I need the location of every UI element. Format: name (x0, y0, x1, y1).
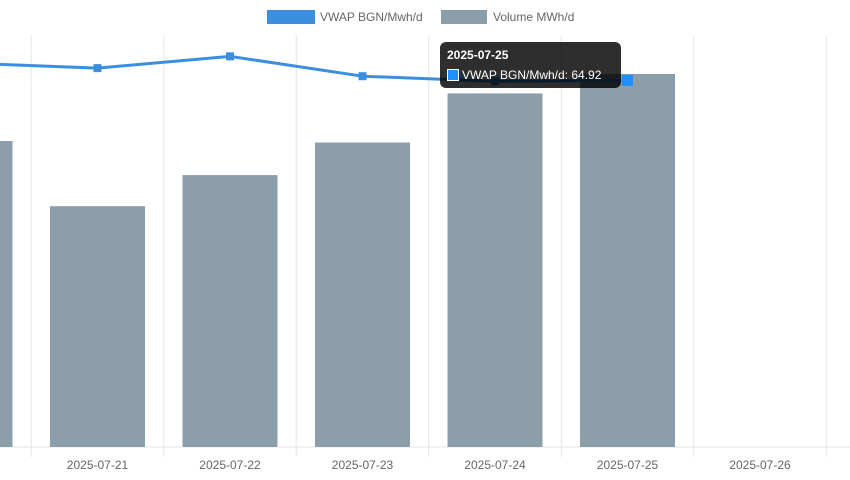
legend-label-vwap: VWAP BGN/Mwh/d (320, 10, 423, 24)
legend-swatch-volume (441, 10, 487, 24)
x-tick-label: 2025-07-26 (729, 458, 791, 472)
volume-bar (0, 140, 13, 447)
volume-bars (0, 73, 675, 448)
vwap-point (622, 74, 633, 86)
tooltip-row: VWAP BGN/Mwh/d: 64.92 (447, 67, 614, 83)
legend-swatch-vwap (267, 10, 315, 24)
tooltip-title: 2025-07-25 (447, 48, 509, 62)
vwap-point (226, 52, 234, 61)
legend: VWAP BGN/Mwh/d Volume MWh/d (267, 10, 574, 24)
volume-bar (50, 206, 145, 447)
volume-bar (315, 142, 410, 447)
x-tick-label: 2025-07-25 (597, 458, 659, 472)
vwap-point (93, 64, 102, 73)
tooltip-swatch (447, 69, 459, 81)
volume-bar (580, 73, 675, 447)
x-tick-label: 2025-07-21 (67, 458, 129, 472)
vwap-point (358, 72, 367, 81)
x-axis: 2025-07-21 2025-07-22 2025-07-23 2025-07-24… (67, 458, 791, 472)
volume-bar (182, 175, 278, 447)
x-tick-label: 2025-07-23 (332, 458, 394, 472)
legend-label-volume: Volume MWh/d (493, 10, 574, 24)
tooltip: 2025-07-25 VWAP BGN/Mwh/d: 64.92 (440, 42, 621, 88)
x-tick-label: 2025-07-22 (199, 458, 261, 472)
grid-lines (0, 35, 850, 457)
tooltip-label: VWAP BGN/Mwh/d: 64.92 (462, 68, 602, 82)
volume-bar (447, 93, 543, 448)
x-tick-label: 2025-07-24 (464, 458, 526, 472)
